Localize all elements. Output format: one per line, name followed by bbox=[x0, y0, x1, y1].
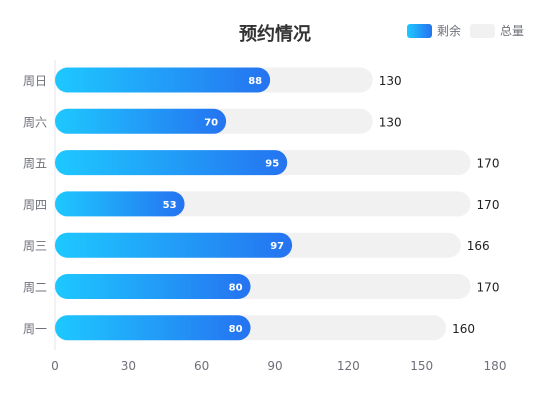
bar-remaining-value-label: 80 bbox=[229, 283, 243, 294]
category-label: 周三 bbox=[23, 239, 47, 253]
bar-remaining-value-label: 80 bbox=[229, 324, 243, 335]
bar-remaining-value-label: 53 bbox=[163, 200, 177, 211]
legend-label-total[interactable]: 总量 bbox=[500, 24, 524, 38]
bar-total-value-label: 160 bbox=[452, 322, 475, 336]
category-label: 周二 bbox=[23, 281, 47, 295]
bar-remaining[interactable] bbox=[55, 191, 185, 217]
legend-swatch-total[interactable] bbox=[470, 24, 495, 38]
x-tick-label: 60 bbox=[194, 359, 209, 373]
x-tick-labels: 0 30 60 90 120 150 180 bbox=[51, 359, 506, 373]
legend-label-remaining[interactable]: 剩余 bbox=[437, 23, 461, 38]
category-label: 周五 bbox=[23, 157, 47, 171]
legend[interactable]: 剩余 总量 bbox=[407, 23, 524, 38]
category-label: 周六 bbox=[23, 115, 47, 129]
x-tick-label: 30 bbox=[121, 359, 136, 373]
bar-total-value-label: 170 bbox=[477, 157, 500, 171]
bar-total-value-label: 130 bbox=[379, 115, 402, 129]
x-tick-label: 90 bbox=[267, 359, 282, 373]
bar-total-value-label: 170 bbox=[477, 198, 500, 212]
legend-swatch-remaining[interactable] bbox=[407, 24, 432, 38]
bar-remaining[interactable] bbox=[55, 315, 251, 341]
x-tick-label: 180 bbox=[484, 359, 507, 373]
category-label: 周四 bbox=[23, 198, 47, 212]
x-tick-label: 0 bbox=[51, 359, 59, 373]
category-label: 周一 bbox=[23, 322, 47, 336]
bar-remaining-value-label: 95 bbox=[265, 159, 279, 170]
chart-title: 预约情况 bbox=[239, 23, 311, 45]
bar-remaining-value-label: 70 bbox=[204, 117, 218, 128]
bar-remaining-value-label: 97 bbox=[270, 241, 284, 252]
bar-remaining[interactable] bbox=[55, 150, 288, 176]
bar-total-value-label: 170 bbox=[477, 281, 500, 295]
bar-total-value-label: 166 bbox=[467, 239, 490, 253]
bar-remaining[interactable] bbox=[55, 232, 293, 258]
bar-remaining[interactable] bbox=[55, 108, 227, 134]
bar-remaining-value-label: 88 bbox=[248, 76, 262, 87]
bar-total-value-label: 130 bbox=[379, 74, 402, 88]
bar-remaining[interactable] bbox=[55, 274, 251, 299]
bar-remaining[interactable] bbox=[55, 67, 271, 93]
category-label: 周日 bbox=[23, 74, 47, 88]
x-tick-label: 120 bbox=[337, 359, 360, 373]
x-tick-label: 150 bbox=[410, 359, 433, 373]
bars-layer: 88 130 70 130 95 170 53 170 97 166 80 170 80 160 bbox=[55, 67, 500, 341]
